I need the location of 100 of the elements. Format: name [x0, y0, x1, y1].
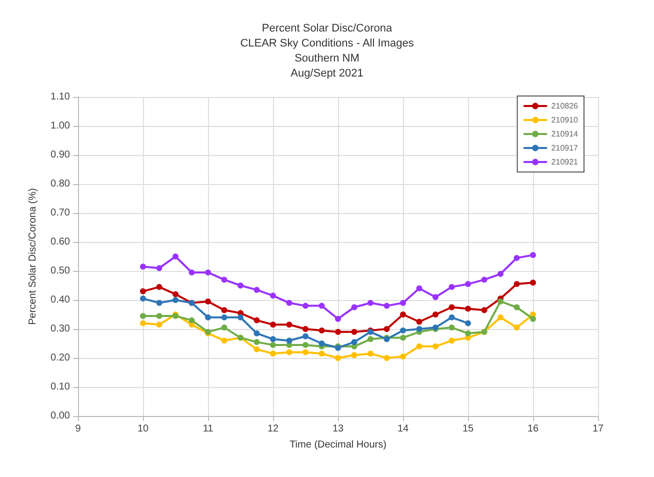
point	[400, 300, 406, 306]
x-tick-label: 12	[267, 424, 279, 434]
point	[514, 254, 520, 261]
point	[448, 284, 455, 290]
chart-title: Percent Solar Disc/Corona CLEAR Sky Conditions - All Images Southern NM Aug/Sept 2021	[240, 22, 414, 80]
point	[270, 336, 276, 342]
point	[400, 327, 406, 334]
y-tick-label: 0.10	[50, 382, 70, 392]
point	[318, 350, 325, 357]
y-tick-label: 0.00	[50, 410, 70, 422]
y-tick-label: 0.20	[50, 352, 70, 364]
point	[465, 306, 471, 312]
y-tick-label: 0.60	[50, 236, 70, 248]
point	[514, 281, 520, 288]
point	[416, 318, 422, 325]
y-tick-label: 0.70	[50, 208, 70, 218]
y-axis-title: Percent Solar Disc/Corona (%)	[28, 188, 38, 325]
point	[188, 317, 195, 324]
point	[140, 296, 146, 302]
x-tick-label: 11	[202, 424, 214, 434]
x-tick-label: 17	[592, 424, 604, 434]
point	[270, 350, 276, 357]
point	[302, 342, 308, 348]
point	[172, 291, 178, 298]
point	[270, 342, 276, 348]
point	[368, 300, 374, 306]
legend-label: 210917	[551, 144, 579, 152]
point	[140, 312, 146, 319]
point	[221, 324, 228, 331]
point	[205, 314, 211, 320]
point	[465, 320, 471, 326]
point	[254, 330, 260, 336]
point	[156, 284, 162, 290]
point	[156, 322, 162, 328]
point	[156, 265, 162, 272]
legend-label: 210914	[551, 130, 579, 138]
point	[156, 300, 162, 306]
point	[205, 298, 211, 304]
point	[465, 281, 471, 288]
point	[448, 304, 455, 310]
point	[416, 343, 422, 350]
point	[335, 328, 341, 335]
y-tick-label: 0.50	[50, 266, 70, 276]
point	[432, 312, 438, 318]
point	[221, 314, 228, 320]
point	[498, 298, 504, 304]
point	[400, 334, 406, 341]
point	[400, 354, 406, 360]
point	[254, 317, 260, 324]
point	[498, 270, 504, 277]
point	[530, 316, 536, 322]
point	[481, 307, 488, 314]
point	[286, 300, 292, 306]
point	[514, 304, 520, 310]
point	[465, 330, 471, 336]
point	[270, 322, 276, 328]
point	[432, 294, 438, 300]
point	[384, 302, 390, 309]
legend-label: 210921	[551, 158, 579, 166]
point	[286, 349, 292, 356]
point	[270, 292, 276, 299]
point	[384, 326, 390, 332]
point	[514, 324, 520, 331]
y-tick-label: 1.00	[50, 120, 70, 132]
point	[238, 282, 244, 288]
point	[302, 302, 308, 309]
point	[368, 350, 374, 357]
point	[416, 326, 422, 332]
point	[498, 314, 504, 320]
y-tick-label: 0.90	[50, 150, 70, 160]
point	[400, 312, 406, 318]
point	[448, 324, 455, 331]
point	[221, 338, 228, 344]
y-tick-label: 0.40	[50, 294, 70, 306]
point	[221, 307, 228, 314]
point	[205, 269, 211, 276]
point	[351, 339, 358, 346]
point	[318, 327, 325, 334]
point	[416, 285, 422, 292]
point	[530, 252, 536, 258]
point	[286, 322, 292, 328]
point	[448, 338, 455, 344]
legend-label: 210826	[551, 102, 579, 110]
x-tick-label: 9	[75, 424, 82, 434]
x-tick-label: 14	[397, 424, 409, 434]
x-axis-title: Time (Decimal Hours)	[290, 440, 386, 450]
point	[432, 343, 438, 350]
point	[286, 338, 292, 344]
point	[254, 339, 260, 346]
point	[156, 312, 162, 319]
point	[368, 336, 374, 342]
point	[140, 288, 146, 294]
legend-label: 210910	[551, 116, 579, 124]
point	[302, 326, 308, 332]
x-tick-label: 16	[527, 424, 539, 434]
point	[351, 304, 358, 310]
point	[302, 349, 308, 356]
point	[384, 355, 390, 361]
y-tick-label: 0.80	[50, 178, 70, 190]
point	[172, 297, 178, 303]
